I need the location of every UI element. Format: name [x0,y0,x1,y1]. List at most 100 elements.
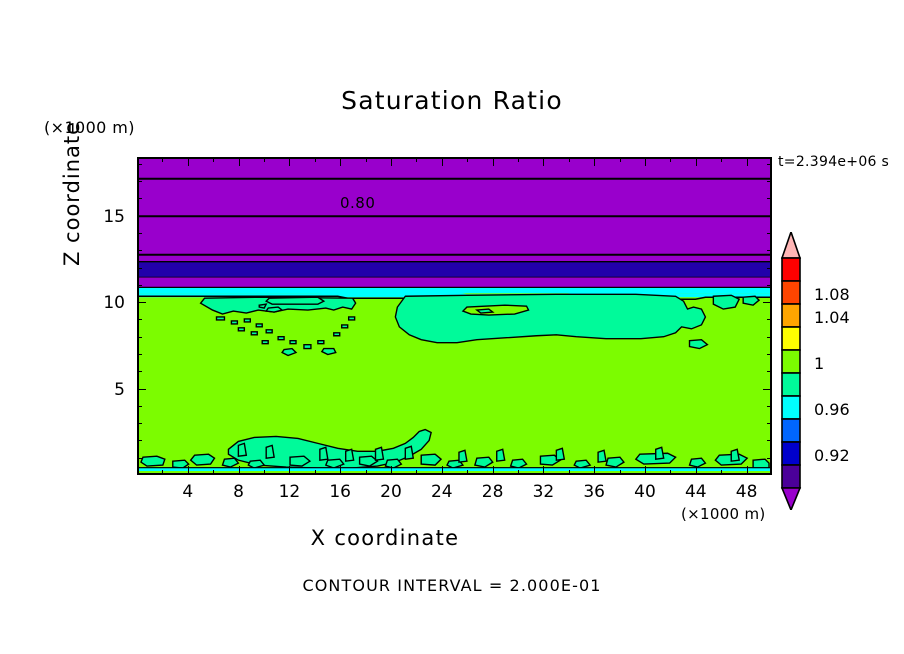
x-tick-22 [416,470,417,475]
y-tick-right-6 [767,371,772,372]
x-tick-16 [340,466,341,475]
x-tick-label-44: 44 [684,482,707,502]
x-tick-label-24: 24 [430,482,453,502]
y-tick-13 [137,250,142,251]
y-tick-8 [137,337,142,338]
x-tick-30 [518,470,519,475]
y-tick-15 [137,216,146,217]
x-tick-label-36: 36 [583,482,605,502]
x-tick-38 [620,470,621,475]
x-tick-12 [289,466,290,475]
x-tick-label-20: 20 [380,482,402,502]
x-tick-top-48 [747,157,748,166]
chart-title: Saturation Ratio [341,86,563,115]
x-tick-top-6 [213,157,214,162]
y-tick-3 [137,423,142,424]
x-tick-10 [264,470,265,475]
y-tick-2 [137,440,142,441]
colorbar-tick-label-1.08: 1.08 [814,285,850,304]
y-tick-14 [137,233,142,234]
plot-frame [137,157,772,475]
x-tick-48 [747,466,748,475]
colorbar[interactable] [779,232,803,510]
y-tick-right-2 [767,440,772,441]
y-tick-right-15 [763,216,772,217]
y-tick-right-17 [767,181,772,182]
x-axis-title: X coordinate [310,526,460,550]
x-tick-46 [721,470,722,475]
time-annotation: t=2.394e+06 s [778,154,890,170]
y-tick-right-14 [767,233,772,234]
y-tick-right-13 [767,250,772,251]
y-tick-right-10 [763,302,772,303]
x-tick-26 [467,470,468,475]
x-tick-28 [493,466,494,475]
y-tick-right-9 [767,319,772,320]
contour-label-080: 0.80 [340,194,376,212]
x-tick-top-8 [239,157,240,166]
x-tick-top-20 [391,157,392,166]
x-tick-top-2 [162,157,163,162]
x-tick-top-36 [594,157,595,166]
contour-field [139,159,770,473]
y-tick-9 [137,319,142,320]
x-tick-label-16: 16 [329,482,351,502]
x-tick-36 [594,466,595,475]
y-tick-right-8 [767,337,772,338]
x-tick-6 [213,470,214,475]
y-tick-right-11 [767,285,772,286]
x-tick-top-14 [315,157,316,162]
colorbar-tick-label-0.92: 0.92 [814,446,850,465]
x-tick-42 [670,470,671,475]
y-tick-18 [137,164,142,165]
y-tick-11 [137,285,142,286]
colorbar-tick-label-0.96: 0.96 [814,400,850,419]
x-tick-24 [442,466,443,475]
x-tick-top-32 [543,157,544,166]
x-tick-top-24 [442,157,443,166]
y-tick-right-3 [767,423,772,424]
x-tick-8 [239,466,240,475]
x-tick-label-8: 8 [233,482,244,502]
y-tick-10 [137,302,146,303]
x-tick-top-44 [696,157,697,166]
colorbar-units-label: (×1000 m) [681,505,766,523]
y-tick-7 [137,354,142,355]
x-tick-label-4: 4 [182,482,194,502]
x-tick-44 [696,466,697,475]
y-tick-1 [137,458,142,459]
colorbar-tick-label-1.04: 1.04 [814,308,850,327]
y-axis-units-label: (×1000 m) [44,118,135,137]
x-tick-label-48: 48 [735,482,758,502]
x-tick-32 [543,466,544,475]
x-tick-top-40 [645,157,646,166]
x-tick-label-32: 32 [532,482,555,502]
x-tick-top-18 [366,157,367,162]
y-tick-label-10: 10 [103,293,125,314]
x-tick-4 [188,466,189,475]
y-tick-12 [137,268,142,269]
y-tick-6 [137,371,142,372]
x-tick-top-26 [467,157,468,162]
x-tick-top-4 [188,157,189,166]
x-tick-top-12 [289,157,290,166]
y-tick-5 [137,389,146,390]
y-tick-17 [137,181,142,182]
y-tick-4 [137,406,142,407]
x-tick-top-28 [493,157,494,166]
x-tick-label-28: 28 [481,482,504,502]
x-tick-top-42 [670,157,671,162]
y-tick-right-16 [767,198,772,199]
x-tick-top-46 [721,157,722,162]
x-tick-34 [569,470,570,475]
colorbar-tick-label-1: 1 [814,354,825,373]
x-tick-14 [315,470,316,475]
y-axis-title: Z coordinate [60,120,84,266]
y-tick-right-5 [763,389,772,390]
x-tick-top-34 [569,157,570,162]
x-tick-top-10 [264,157,265,162]
x-tick-20 [391,466,392,475]
y-tick-label-15: 15 [103,206,125,227]
x-tick-40 [645,466,646,475]
